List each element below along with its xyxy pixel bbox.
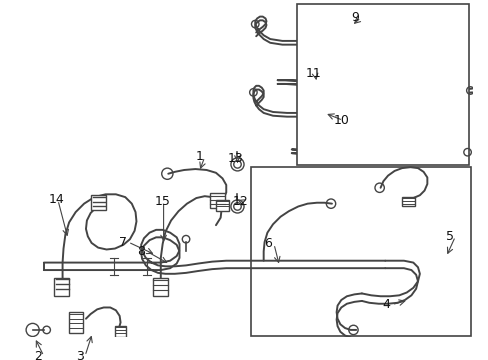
Bar: [401, 197, 414, 207]
Bar: [216, 200, 228, 211]
Text: 7: 7: [119, 235, 126, 248]
Text: 8: 8: [137, 245, 145, 258]
Text: 14: 14: [48, 193, 64, 206]
Text: 9: 9: [351, 11, 359, 24]
Bar: [210, 193, 225, 208]
Bar: [153, 278, 168, 296]
Bar: [54, 278, 69, 296]
Bar: [69, 312, 83, 333]
Bar: [297, 4, 468, 166]
Text: 10: 10: [333, 114, 349, 127]
Text: 2: 2: [35, 350, 42, 360]
Text: 3: 3: [76, 350, 83, 360]
Text: 5: 5: [445, 230, 453, 243]
Text: 13: 13: [228, 152, 244, 165]
Text: 15: 15: [154, 195, 170, 208]
Text: 1: 1: [195, 150, 203, 163]
Bar: [251, 167, 470, 336]
Bar: [115, 326, 126, 337]
Text: 11: 11: [305, 67, 321, 80]
Text: 4: 4: [382, 298, 389, 311]
Bar: [90, 195, 105, 210]
Text: 12: 12: [232, 195, 248, 208]
Text: 6: 6: [264, 237, 272, 250]
